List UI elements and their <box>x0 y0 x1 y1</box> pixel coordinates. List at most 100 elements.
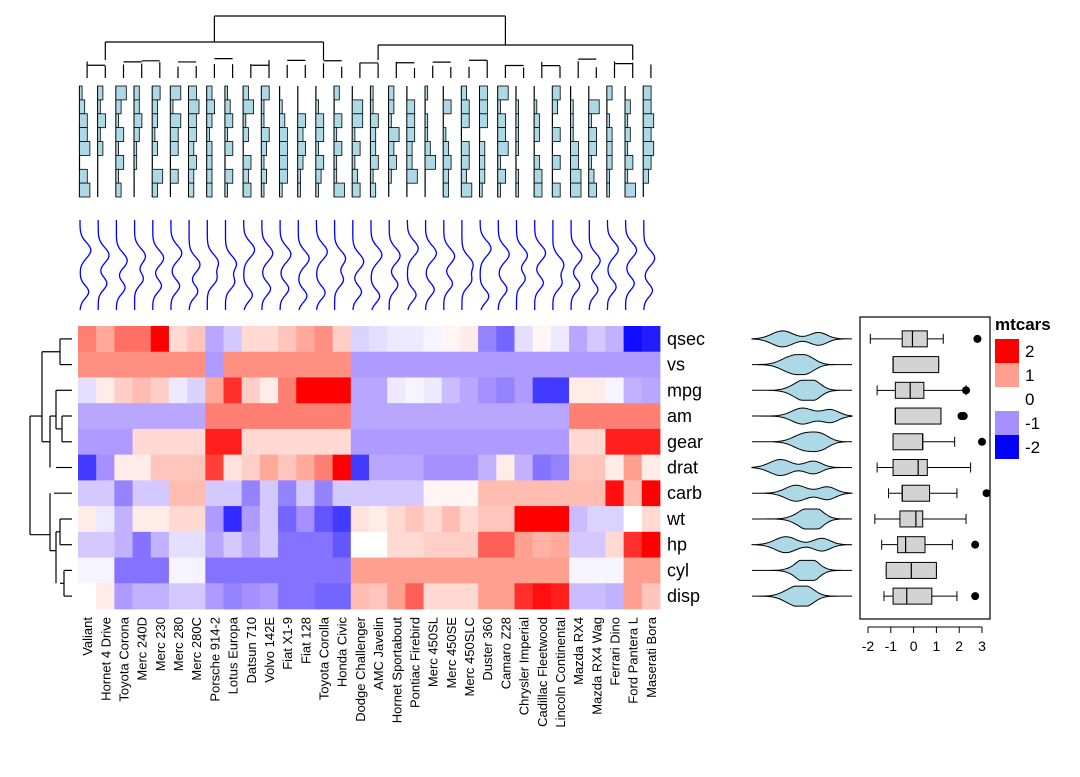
column-dendrogram <box>86 15 652 78</box>
heatmap-cell-am-9 <box>223 403 243 430</box>
heatmap-cell-mpg-3 <box>114 377 133 404</box>
heatmap-cell-vs-31 <box>623 351 643 378</box>
heatmap-cell-am-31 <box>623 403 643 430</box>
heatmap-cell-gear-14 <box>314 428 334 456</box>
heatmap-cell-drat-25 <box>514 454 534 481</box>
heatmap-cell-hp-11 <box>259 531 279 558</box>
heatmap-cell-disp-10 <box>241 583 261 610</box>
histogram-bar-30-8 <box>606 182 610 198</box>
histogram-bar-16-5 <box>351 141 361 156</box>
heatmap-cell-mpg-28 <box>569 377 588 404</box>
histogram-bar-14-4 <box>315 127 325 142</box>
heatmap-cell-wt-22 <box>459 506 479 533</box>
histogram-bar-6-4 <box>169 127 179 142</box>
heatmap-cell-drat-9 <box>223 454 243 481</box>
column-label-16: Dodge Challenger <box>353 616 368 721</box>
heatmap-cell-drat-3 <box>114 454 133 481</box>
heatmap-cell-gear-20 <box>423 428 443 456</box>
violin-drat <box>751 458 852 477</box>
heatmap-cell-carb-15 <box>332 480 352 507</box>
histogram-bar-25-8 <box>515 182 519 198</box>
histogram-bar-22-5 <box>460 141 470 156</box>
histogram-bar-5-3 <box>151 113 158 129</box>
histogram-bar-10-2 <box>242 99 254 115</box>
histogram-bar-24-3 <box>497 113 506 129</box>
heatmap-cell-drat-26 <box>532 454 552 481</box>
heatmap-cell-mpg-31 <box>623 377 643 404</box>
heatmap-cell-mpg-21 <box>441 377 461 404</box>
heatmap-cell-am-21 <box>441 403 461 430</box>
histogram-bar-3-2 <box>115 99 122 115</box>
histogram-bar-31-8 <box>624 182 636 198</box>
heatmap-cell-am-14 <box>314 403 334 430</box>
histogram-bar-16-2 <box>351 99 364 115</box>
heatmap-cell-am-28 <box>569 403 588 430</box>
histogram-bar-25-4 <box>515 127 519 142</box>
histogram-bar-12-8 <box>279 182 283 198</box>
heatmap-cell-am-22 <box>459 403 479 430</box>
heatmap-cell-carb-16 <box>350 480 370 507</box>
heatmap-cell-drat-15 <box>332 454 352 481</box>
histogram-bar-18-3 <box>388 113 392 129</box>
heatmap-cell-qsec-32 <box>641 326 661 353</box>
legend-swatch-2 <box>995 363 1019 387</box>
heatmap-cell-hp-16 <box>350 531 370 558</box>
heatmap-cell-disp-25 <box>514 583 534 610</box>
heatmap-cell-am-6 <box>168 403 188 430</box>
heatmap-cell-qsec-10 <box>241 326 261 353</box>
box-outlier-disp-1 <box>971 592 980 601</box>
heatmap-cell-drat-28 <box>569 454 588 481</box>
histogram-bar-29-5 <box>588 141 597 156</box>
heatmap-cell-hp-25 <box>514 531 534 558</box>
histogram-bar-10-1 <box>242 85 249 101</box>
histogram-bar-3-4 <box>115 127 125 142</box>
heatmap-cell-wt-24 <box>496 506 515 533</box>
violin-qsec <box>751 330 852 348</box>
box-outlier-am-2 <box>959 412 968 421</box>
histogram-bar-1-3 <box>79 113 88 129</box>
histogram-bar-14-2 <box>315 99 319 115</box>
histogram-bar-18-1 <box>388 85 395 101</box>
histogram-bar-30-1 <box>606 85 613 101</box>
color-legend: mtcars 2 1 0 -1 -2 <box>995 315 1051 459</box>
heatmap-cell-hp-7 <box>187 531 206 558</box>
histogram-bar-3-8 <box>115 182 122 198</box>
heatmap-cell-qsec-8 <box>205 326 224 353</box>
heatmap-cell-carb-30 <box>605 480 625 507</box>
histogram-bar-4-3 <box>133 113 143 129</box>
heatmap-cell-cyl-30 <box>605 557 625 584</box>
histogram-bar-25-3 <box>515 113 519 129</box>
histogram-bar-28-7 <box>570 168 582 184</box>
histogram-bar-18-4 <box>388 127 400 142</box>
heatmap-cell-drat-21 <box>441 454 461 481</box>
heatmap-cell-am-8 <box>205 403 224 430</box>
histogram-bar-13-6 <box>297 154 304 170</box>
heatmap-cell-cyl-21 <box>441 557 461 584</box>
histogram-bar-22-1 <box>460 85 467 101</box>
heatmap-cell-vs-2 <box>96 351 115 378</box>
heatmap-cell-drat-29 <box>587 454 606 481</box>
histogram-bar-21-2 <box>442 99 452 115</box>
heatmap-cell-gear-9 <box>223 428 243 456</box>
histogram-bar-26-8 <box>533 182 543 198</box>
heatmap-cell-am-19 <box>405 403 424 430</box>
row-label-cyl: cyl <box>667 560 689 580</box>
heatmap-cell-gear-2 <box>96 428 115 456</box>
heatmap-cell-disp-9 <box>223 583 243 610</box>
heatmap-cell-disp-5 <box>150 583 170 610</box>
histogram-bar-3-5 <box>115 141 119 156</box>
heatmap-cell-mpg-8 <box>205 377 224 404</box>
heatmap-cell-drat-8 <box>205 454 224 481</box>
histogram-bar-7-7 <box>188 168 195 184</box>
heatmap-cell-gear-4 <box>132 428 152 456</box>
histogram-bar-1-8 <box>79 182 91 198</box>
density-curve-5 <box>152 220 165 310</box>
histogram-bar-4-2 <box>133 99 140 115</box>
histogram-bar-3-1 <box>115 85 127 101</box>
heatmap-cell-gear-22 <box>459 428 479 456</box>
heatmap-cell-vs-8 <box>205 351 224 378</box>
violin-carb <box>752 484 853 502</box>
density-curve-13 <box>297 220 310 311</box>
column-label-17: AMC Javelin <box>371 617 386 690</box>
histogram-bar-21-7 <box>442 168 449 184</box>
